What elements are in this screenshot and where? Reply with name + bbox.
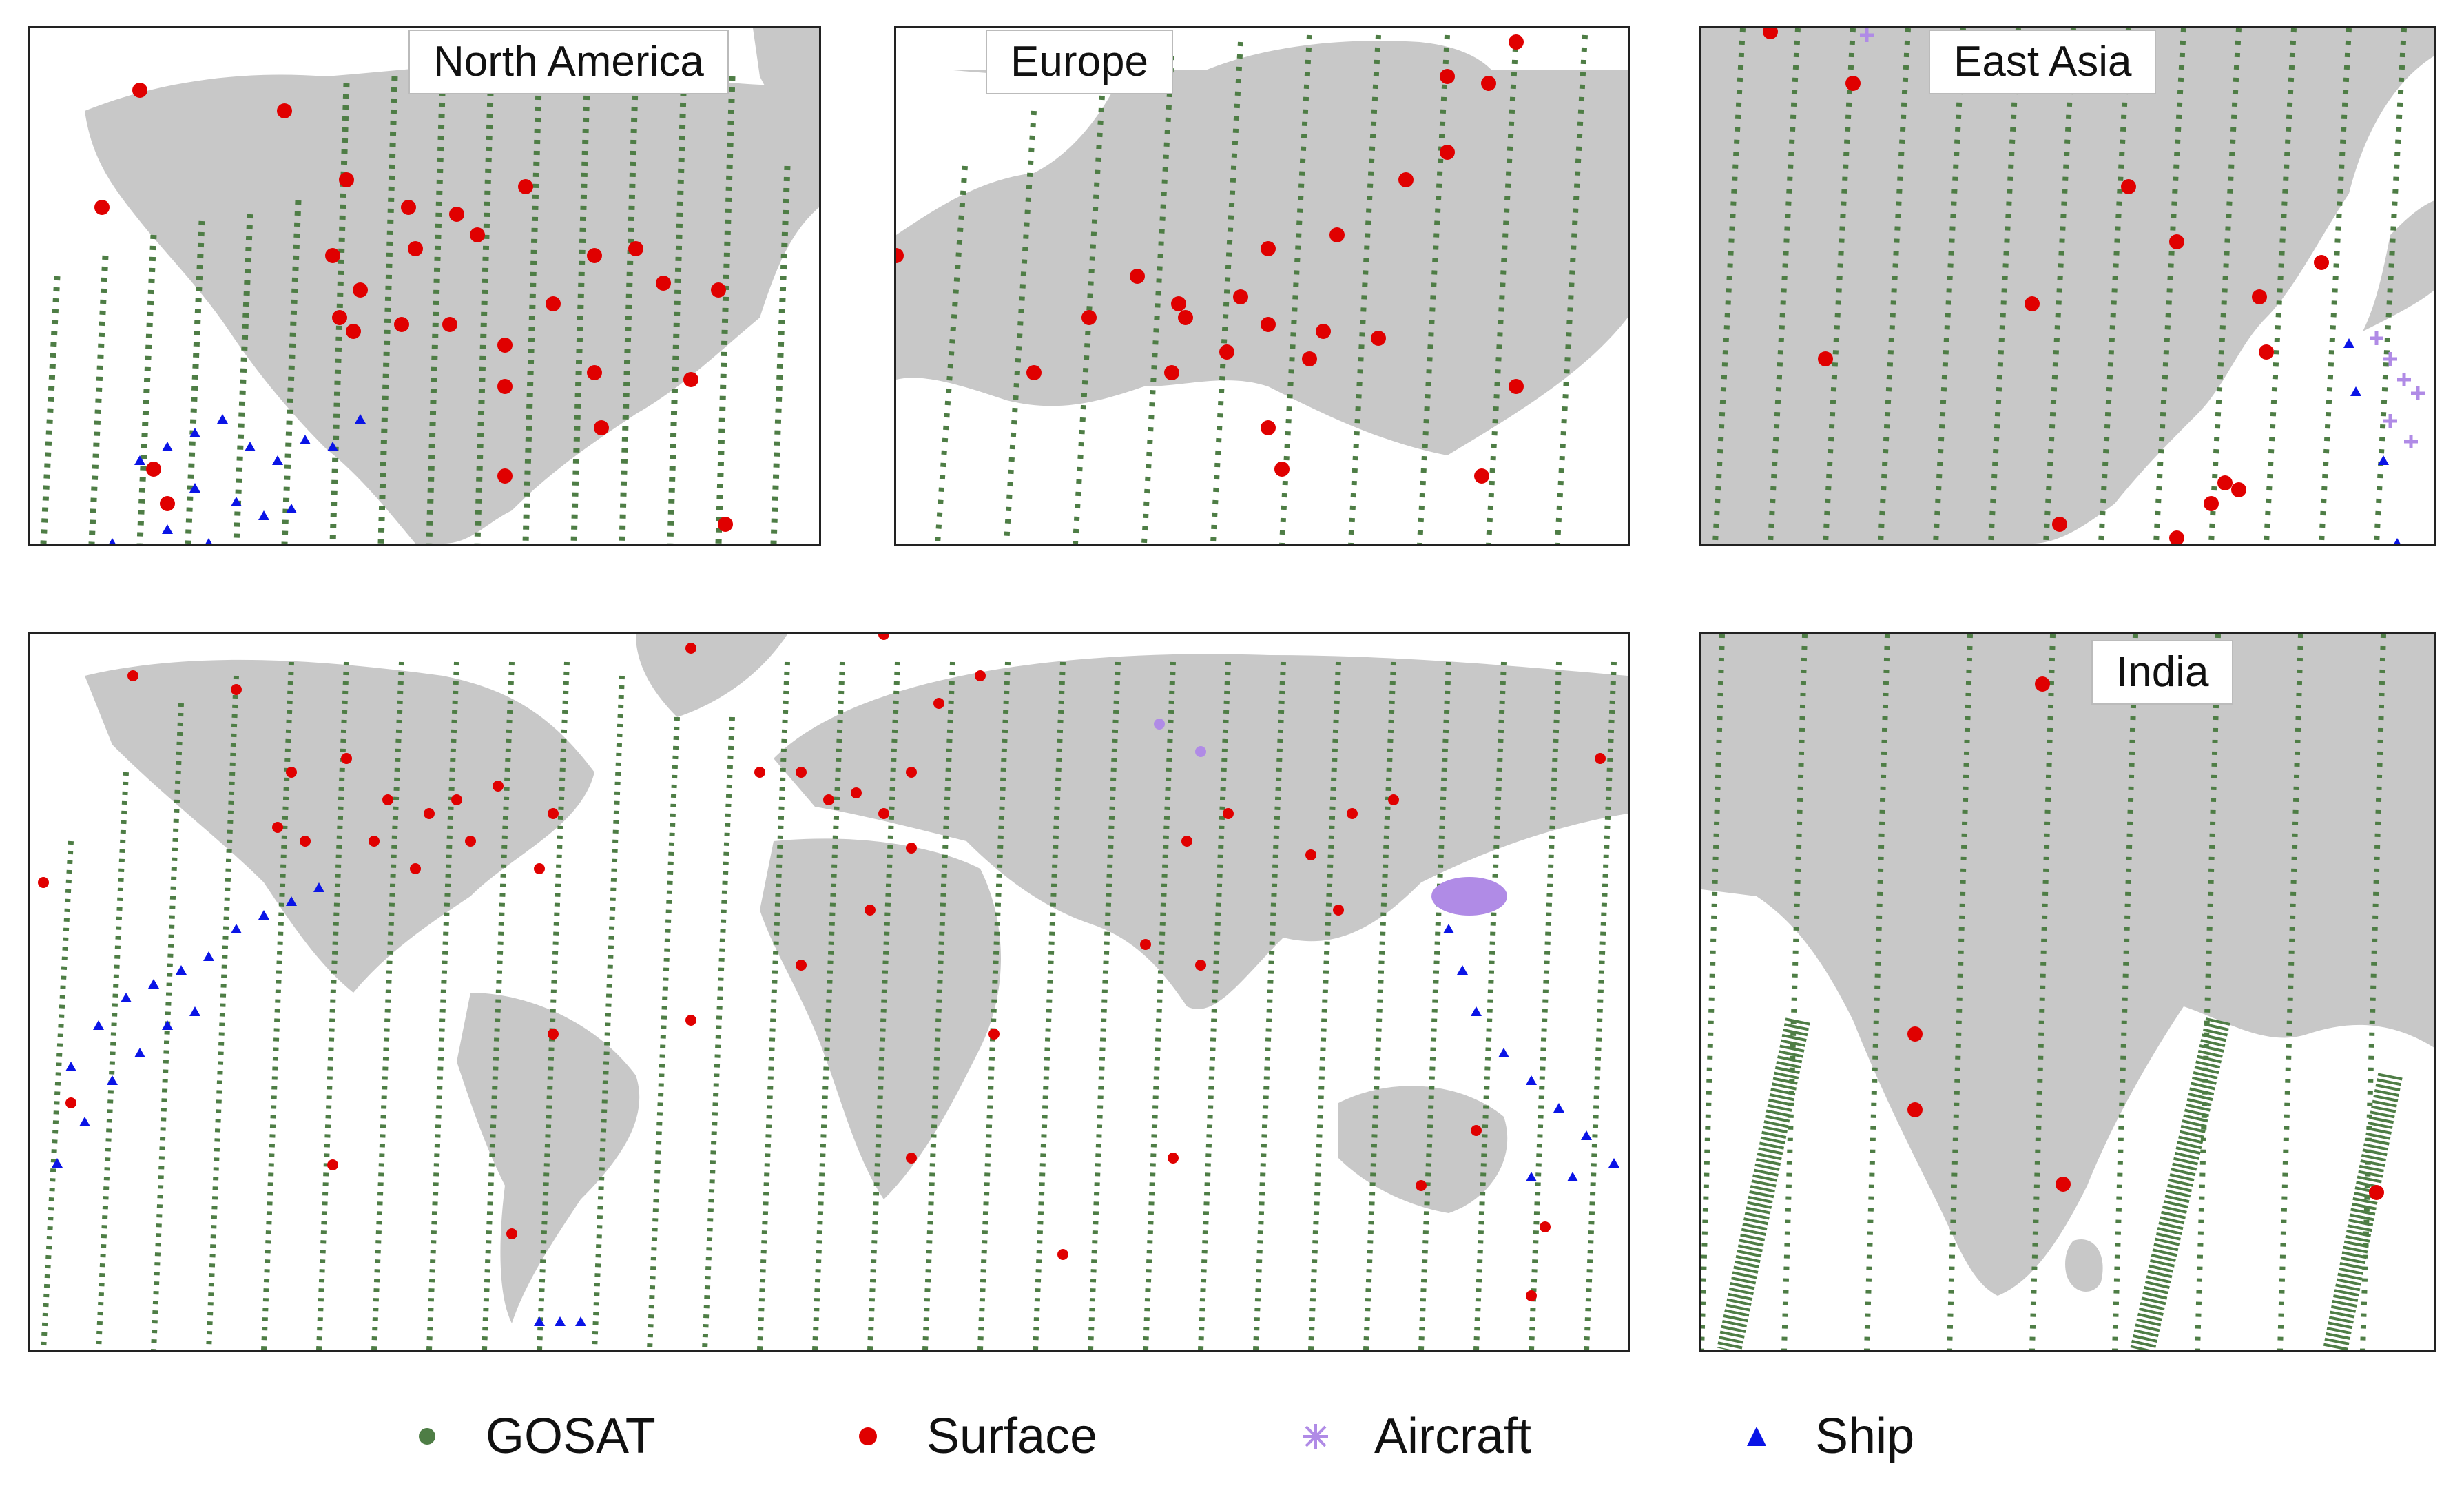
surface-sites bbox=[1763, 28, 2329, 544]
scandinavia-shape bbox=[1124, 41, 1506, 194]
greenland-shape bbox=[753, 28, 819, 138]
global-map bbox=[38, 634, 1628, 1350]
legend: GOSAT Surface Aircraft Ship bbox=[0, 1398, 2464, 1474]
region-label-india: India bbox=[2091, 640, 2234, 705]
legend-label-surface: Surface bbox=[926, 1409, 1098, 1464]
triangle-icon bbox=[1736, 1416, 1777, 1457]
region-label-east-asia: East Asia bbox=[1929, 30, 2157, 94]
legend-label-ship: Ship bbox=[1815, 1409, 1915, 1464]
surface-sites bbox=[896, 34, 1524, 484]
asterisk-icon bbox=[1295, 1416, 1336, 1457]
africa-shape bbox=[760, 838, 1001, 1199]
region-label-europe: Europe bbox=[986, 30, 1173, 94]
legend-item-surface: Surface bbox=[847, 1398, 1097, 1474]
map-panel-india: India bbox=[1699, 632, 2436, 1352]
india-map bbox=[1701, 634, 2434, 1350]
legend-label-gosat: GOSAT bbox=[486, 1409, 656, 1464]
region-label-north-america: North America bbox=[408, 30, 729, 94]
sri-lanka-shape bbox=[2065, 1239, 2103, 1292]
gosat-tracks bbox=[41, 661, 1617, 1350]
gosat-tracks bbox=[935, 34, 1588, 544]
aircraft-tracks bbox=[1154, 719, 1507, 916]
ship-tracks bbox=[52, 882, 1619, 1326]
aircraft-tracks bbox=[1860, 28, 2425, 448]
gosat-dense-swaths bbox=[1717, 1017, 2403, 1350]
japan-shape bbox=[2363, 200, 2434, 331]
europe-map bbox=[896, 34, 1628, 544]
legend-item-gosat: GOSAT bbox=[406, 1398, 656, 1474]
gosat-tracks bbox=[40, 62, 791, 544]
legend-item-ship: Ship bbox=[1736, 1398, 1914, 1474]
australia-shape bbox=[1338, 1086, 1508, 1213]
map-panel-europe: Europe bbox=[894, 26, 1630, 546]
legend-label-aircraft: Aircraft bbox=[1374, 1409, 1532, 1464]
land-shape bbox=[85, 62, 819, 544]
map-panel-east-asia: East Asia bbox=[1699, 26, 2436, 546]
dot-icon bbox=[406, 1416, 448, 1457]
surface-sites bbox=[94, 83, 733, 532]
east-asia-map bbox=[1701, 28, 2434, 544]
map-panel-global bbox=[28, 632, 1630, 1352]
land-shape bbox=[1701, 634, 2434, 1296]
eurasia-shape bbox=[774, 654, 1628, 1009]
ship-tracks bbox=[2343, 338, 2401, 544]
surface-sites bbox=[1907, 676, 2384, 1200]
map-panel-north-america: North America bbox=[28, 26, 821, 546]
greenland-shape bbox=[636, 634, 787, 717]
land-shape bbox=[896, 70, 1628, 455]
north-america-map bbox=[40, 28, 819, 544]
surface-sites bbox=[38, 634, 1606, 1301]
south-america-shape bbox=[457, 993, 640, 1323]
dot-icon bbox=[847, 1416, 889, 1457]
legend-item-aircraft: Aircraft bbox=[1295, 1398, 1531, 1474]
gosat-tracks bbox=[1701, 634, 2386, 1350]
ship-tracks bbox=[109, 414, 366, 544]
